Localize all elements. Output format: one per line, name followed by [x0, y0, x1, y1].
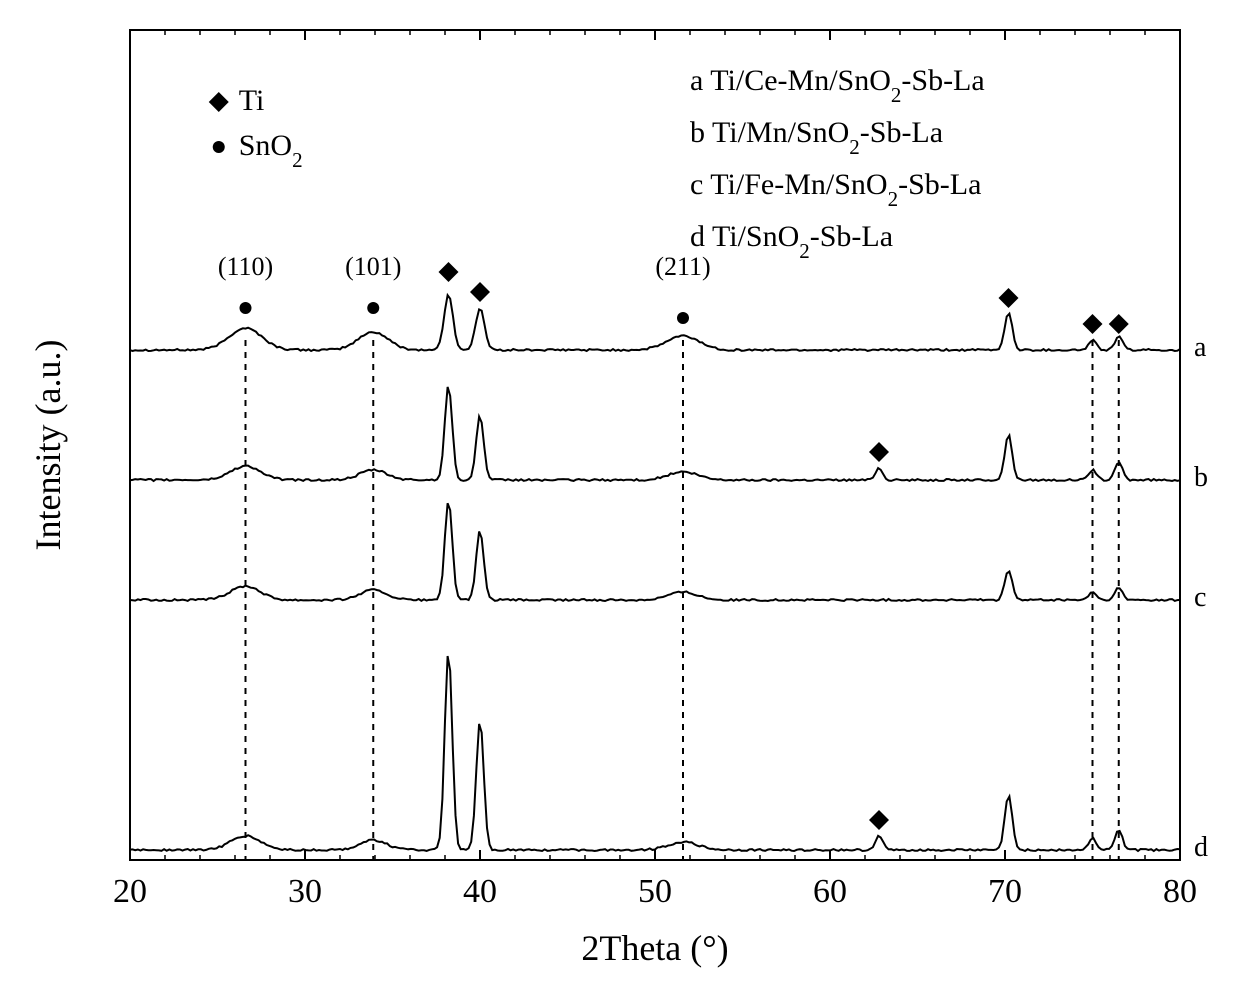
peak-label: (211) [655, 252, 710, 281]
x-tick-label: 20 [113, 873, 147, 910]
trace-label-c: c [1194, 582, 1206, 613]
x-tick-label: 80 [1163, 873, 1197, 910]
x-tick-label: 50 [638, 873, 672, 910]
x-tick-label: 30 [288, 873, 322, 910]
x-tick-label: 70 [988, 873, 1022, 910]
x-tick-label: 60 [813, 873, 847, 910]
x-tick-label: 40 [463, 873, 497, 910]
peak-label: (110) [218, 252, 273, 281]
peak-label: (101) [345, 252, 401, 281]
circle-marker-icon [677, 312, 689, 324]
y-axis-label: Intensity (a.u.) [28, 340, 68, 551]
circle-marker-icon [240, 302, 252, 314]
trace-label-b: b [1194, 462, 1208, 493]
xrd-chart: 20 30 40 50 60 70 80 2Theta (°) Intensity (a.u.)… [0, 0, 1240, 1003]
trace-label-d: d [1194, 832, 1208, 863]
legend-ti: Ti [239, 84, 265, 117]
circle-marker-icon [213, 141, 225, 153]
x-axis-label: 2Theta (°) [581, 928, 728, 968]
circle-marker-icon [367, 302, 379, 314]
trace-label-a: a [1194, 332, 1207, 363]
